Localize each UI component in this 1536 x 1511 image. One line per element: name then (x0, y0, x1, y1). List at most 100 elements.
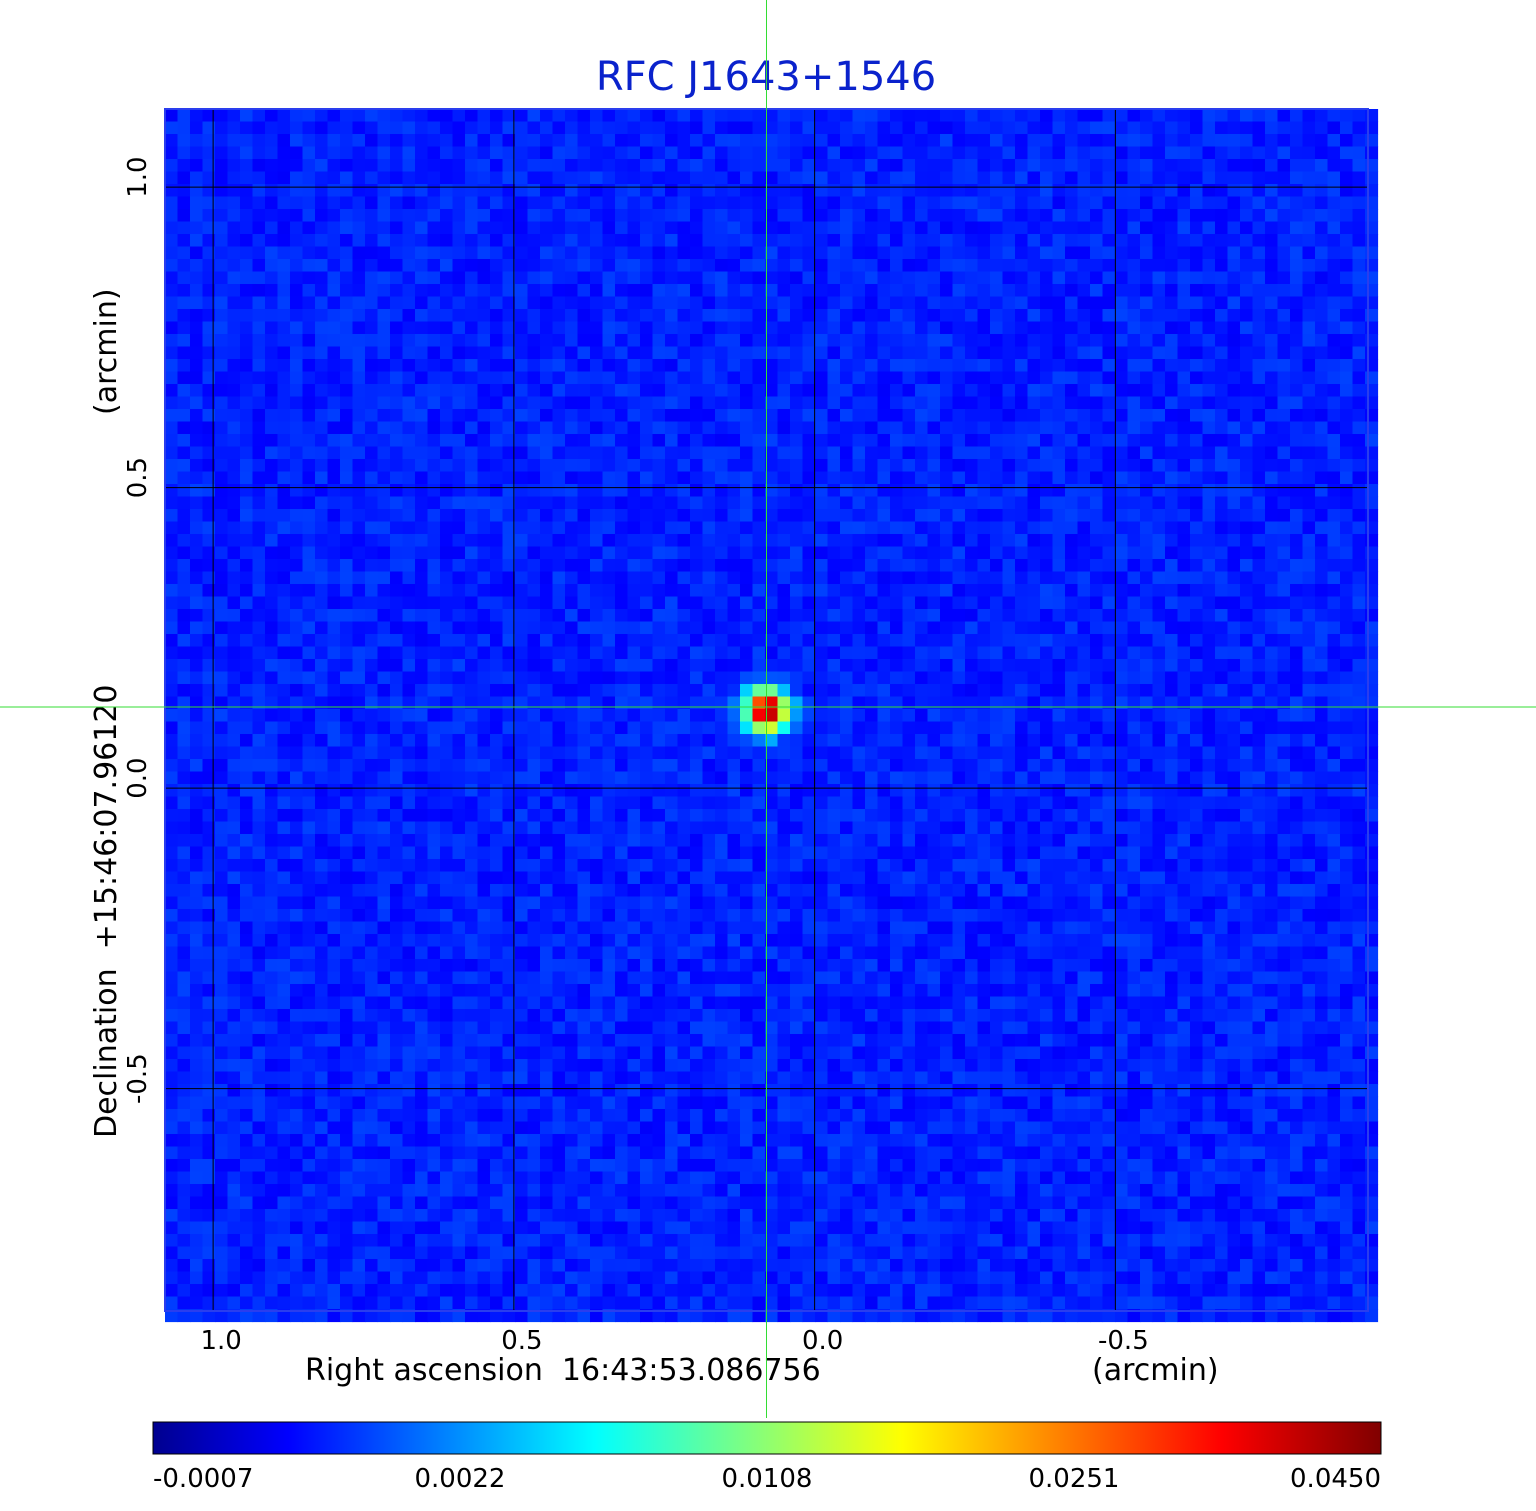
map-pixel (565, 621, 579, 635)
map-pixel (702, 1309, 716, 1323)
map-pixel (290, 596, 304, 610)
map-pixel (202, 596, 216, 610)
map-pixel (265, 709, 279, 723)
map-pixel (165, 684, 179, 698)
map-pixel (752, 809, 766, 823)
map-pixel (502, 521, 516, 535)
map-pixel (715, 909, 729, 923)
map-pixel (577, 696, 591, 710)
map-pixel (240, 1146, 254, 1160)
map-pixel (452, 109, 466, 123)
map-pixel (240, 1009, 254, 1023)
map-pixel (527, 1009, 541, 1023)
map-pixel (515, 846, 529, 860)
map-pixel (690, 934, 704, 948)
map-pixel (252, 371, 266, 385)
map-pixel (327, 484, 341, 498)
map-pixel (727, 1009, 741, 1023)
map-pixel (702, 721, 716, 735)
map-pixel (165, 1059, 179, 1073)
map-pixel (627, 409, 641, 423)
map-pixel (665, 696, 679, 710)
map-pixel (577, 396, 591, 410)
map-pixel (402, 221, 416, 235)
map-pixel (777, 1271, 791, 1285)
map-pixel (277, 1021, 291, 1035)
map-pixel (240, 134, 254, 148)
map-pixel (615, 871, 629, 885)
map-pixel (427, 1209, 441, 1223)
map-pixel (327, 884, 341, 898)
map-pixel (240, 759, 254, 773)
map-pixel (277, 259, 291, 273)
map-pixel (202, 946, 216, 960)
map-pixel (165, 309, 179, 323)
map-pixel (290, 1221, 304, 1235)
map-pixel (502, 1184, 516, 1198)
map-pixel (627, 1096, 641, 1110)
map-pixel (265, 1234, 279, 1248)
map-pixel (240, 321, 254, 335)
map-pixel (590, 671, 604, 685)
map-pixel (240, 446, 254, 460)
map-pixel (777, 859, 791, 873)
map-pixel (340, 684, 354, 698)
map-pixel (427, 271, 441, 285)
map-pixel (190, 434, 204, 448)
map-pixel (177, 421, 191, 435)
map-pixel (415, 796, 429, 810)
map-pixel (465, 709, 479, 723)
map-pixel (740, 1246, 754, 1260)
map-pixel (402, 246, 416, 260)
map-pixel (615, 446, 629, 460)
map-pixel (540, 1284, 554, 1298)
map-pixel (527, 271, 541, 285)
map-pixel (240, 1059, 254, 1073)
map-pixel (215, 234, 229, 248)
map-pixel (352, 459, 366, 473)
map-pixel (802, 121, 816, 135)
map-pixel (727, 659, 741, 673)
map-pixel (340, 846, 354, 860)
map-pixel (702, 271, 716, 285)
map-pixel (502, 721, 516, 735)
map-pixel (702, 659, 716, 673)
map-pixel (227, 259, 241, 273)
map-pixel (490, 809, 504, 823)
map-pixel (340, 609, 354, 623)
map-pixel (752, 434, 766, 448)
map-pixel (490, 1209, 504, 1223)
map-pixel (290, 796, 304, 810)
map-pixel (740, 159, 754, 173)
map-pixel (177, 321, 191, 335)
map-pixel (652, 696, 666, 710)
map-pixel (402, 1146, 416, 1160)
map-pixel (540, 121, 554, 135)
map-pixel (552, 671, 566, 685)
map-pixel (352, 784, 366, 798)
map-pixel (352, 159, 366, 173)
map-pixel (477, 484, 491, 498)
map-pixel (377, 609, 391, 623)
map-pixel (177, 984, 191, 998)
map-pixel (577, 246, 591, 260)
map-pixel (552, 334, 566, 348)
map-pixel (265, 821, 279, 835)
map-pixel (590, 209, 604, 223)
map-pixel (190, 984, 204, 998)
map-pixel (277, 646, 291, 660)
map-pixel (440, 171, 454, 185)
map-pixel (427, 371, 441, 385)
map-pixel (677, 396, 691, 410)
map-pixel (740, 1121, 754, 1135)
map-pixel (727, 371, 741, 385)
map-pixel (315, 121, 329, 135)
map-pixel (390, 996, 404, 1010)
map-pixel (615, 1184, 629, 1198)
map-pixel (440, 846, 454, 860)
map-pixel (740, 209, 754, 223)
map-pixel (265, 1009, 279, 1023)
map-pixel (515, 971, 529, 985)
map-pixel (265, 509, 279, 523)
map-pixel (327, 521, 341, 535)
